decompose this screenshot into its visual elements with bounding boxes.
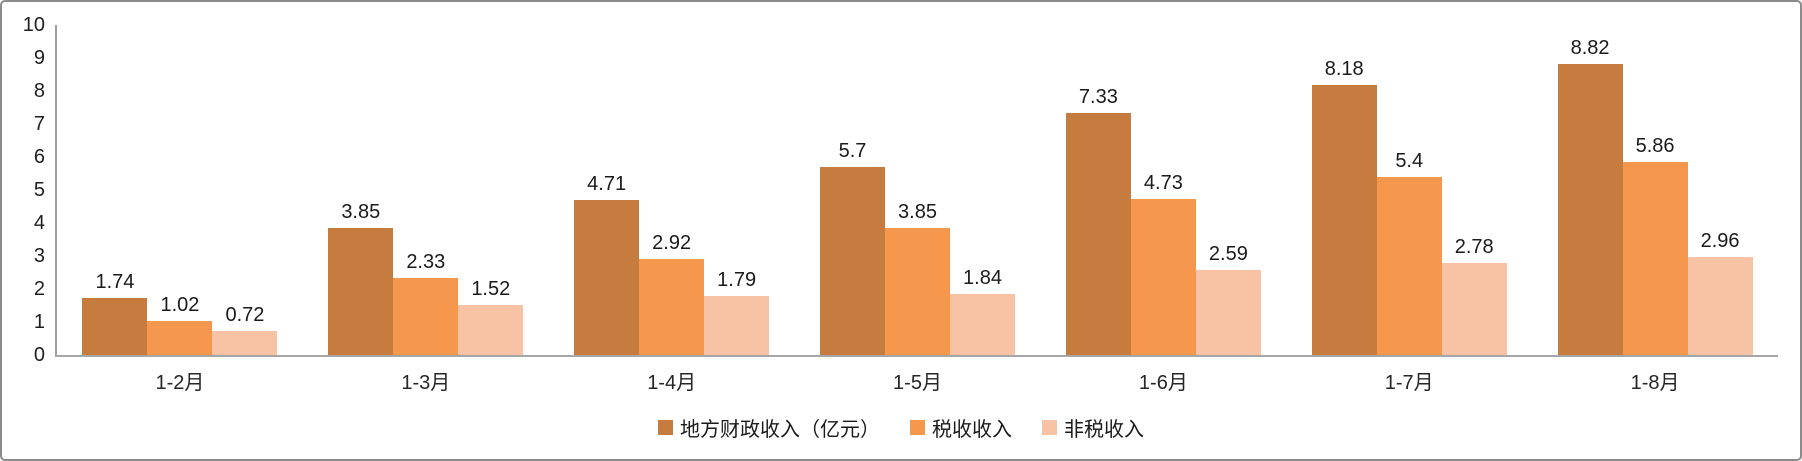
data-label: 5.7 xyxy=(838,139,867,162)
y-axis-line xyxy=(55,25,57,356)
bar-group-1-5月: 5.7 3.85 1.84 xyxy=(795,25,1041,355)
legend: 地方财政收入（亿元） 税收收入 非税收入 xyxy=(0,413,1802,442)
data-label: 2.78 xyxy=(1454,236,1494,259)
x-axis-label: 1-8月 xyxy=(1630,372,1680,394)
y-axis-tick-label: 3 xyxy=(33,245,45,267)
y-axis-tick-label: 2 xyxy=(33,278,45,300)
bar-series-1-1-3月: 3.85 xyxy=(328,201,394,355)
data-label: 0.72 xyxy=(225,304,265,327)
bar-series-1-1-7月: 8.18 xyxy=(1311,58,1377,355)
bar-series-1-1-8月: 8.82 xyxy=(1557,37,1623,355)
bar-series-3-1-3月: 1.52 xyxy=(458,278,524,355)
data-label: 8.18 xyxy=(1324,58,1364,81)
legend-label: 非税收入 xyxy=(1064,419,1144,441)
y-axis-tick-label: 4 xyxy=(33,212,45,234)
data-label: 3.85 xyxy=(898,200,937,223)
x-axis-label: 1-2月 xyxy=(155,372,205,394)
x-axis-label: 1-6月 xyxy=(1138,372,1188,394)
legend-label: 税收收入 xyxy=(932,419,1012,441)
bar-series-2-1-3月: 2.33 xyxy=(393,251,459,355)
y-axis-tick-label: 9 xyxy=(33,47,45,69)
x-axis-label: 1-3月 xyxy=(401,372,451,394)
bar-series-2-1-8月: 5.86 xyxy=(1622,135,1688,355)
y-axis-tick-label: 7 xyxy=(33,113,45,135)
bar-groups: 1.74 1.02 0.72 3.85 2.33 1.52 4.71 2.92 1.79 5.7 3… xyxy=(57,25,1778,355)
bar-group-1-6月: 7.33 4.73 2.59 xyxy=(1040,25,1286,355)
data-label: 8.82 xyxy=(1570,36,1610,59)
bar-series-3-1-4月: 1.79 xyxy=(704,269,770,355)
y-axis-tick-label: 1 xyxy=(33,311,45,333)
bar-series-2-1-5月: 3.85 xyxy=(885,201,950,355)
legend-marker-icon xyxy=(910,420,925,435)
data-label: 1.02 xyxy=(160,294,200,317)
y-axis-tick-label: 8 xyxy=(33,80,45,102)
x-axis-label: 1-7月 xyxy=(1384,372,1434,394)
bar-series-2-1-4月: 2.92 xyxy=(639,232,705,355)
bar-group-1-4月: 4.71 2.92 1.79 xyxy=(549,25,795,355)
y-axis-tick-label: 6 xyxy=(33,146,45,168)
legend-item: 非税收入 xyxy=(1042,413,1144,442)
legend-label: 地方财政收入（亿元） xyxy=(680,419,880,441)
legend-item: 税收收入 xyxy=(910,413,1012,442)
data-label: 1.84 xyxy=(963,267,1002,290)
data-label: 1.52 xyxy=(471,277,511,300)
plot-area: 1.74 1.02 0.72 3.85 2.33 1.52 4.71 2.92 1.79 5.7 3… xyxy=(57,25,1778,355)
data-label: 2.33 xyxy=(406,251,446,274)
bar-series-3-1-8月: 2.96 xyxy=(1687,230,1753,355)
data-label: 2.92 xyxy=(652,231,692,254)
legend-marker-icon xyxy=(1042,420,1057,435)
y-axis-tick-label: 0 xyxy=(33,344,45,366)
legend-marker-icon xyxy=(658,420,673,435)
bar-series-2-1-7月: 5.4 xyxy=(1376,150,1442,355)
bar-series-3-1-6月: 2.59 xyxy=(1195,243,1261,355)
data-label: 1.74 xyxy=(95,270,135,293)
bar-group-1-3月: 3.85 2.33 1.52 xyxy=(303,25,549,355)
bar-group-1-7月: 8.18 5.4 2.78 xyxy=(1286,25,1532,355)
data-label: 5.86 xyxy=(1635,134,1675,157)
data-label: 2.59 xyxy=(1208,242,1248,265)
data-label: 7.33 xyxy=(1078,86,1118,109)
bar-series-1-1-5月: 5.7 xyxy=(820,140,885,355)
x-axis-label: 1-5月 xyxy=(893,372,942,394)
bar-series-1-1-6月: 7.33 xyxy=(1065,86,1131,355)
data-label: 3.85 xyxy=(341,200,381,223)
x-axis-line xyxy=(55,355,1778,357)
y-axis-tick-label: 10 xyxy=(22,14,45,36)
x-axis-labels: 1-2月 1-3月 1-4月 1-5月 1-6月 1-7月 1-8月 xyxy=(57,366,1778,395)
data-label: 4.73 xyxy=(1143,171,1183,194)
bar-series-2-1-6月: 4.73 xyxy=(1130,172,1196,355)
bar-series-3-1-7月: 2.78 xyxy=(1441,236,1507,355)
bar-series-1-1-2月: 1.74 xyxy=(82,271,148,355)
data-label: 1.79 xyxy=(717,268,757,291)
y-axis-tick-label: 5 xyxy=(33,179,45,201)
x-axis-label: 1-4月 xyxy=(647,372,697,394)
bar-series-1-1-4月: 4.71 xyxy=(574,173,640,355)
bar-series-2-1-2月: 1.02 xyxy=(147,294,213,355)
bar-series-3-1-2月: 0.72 xyxy=(212,304,278,355)
data-label: 2.96 xyxy=(1700,230,1740,253)
bar-group-1-2月: 1.74 1.02 0.72 xyxy=(57,25,303,355)
data-label: 5.4 xyxy=(1395,149,1424,172)
bar-group-1-8月: 8.82 5.86 2.96 xyxy=(1532,25,1778,355)
legend-item: 地方财政收入（亿元） xyxy=(658,413,880,442)
bar-series-3-1-5月: 1.84 xyxy=(950,267,1015,355)
data-label: 4.71 xyxy=(587,172,627,195)
